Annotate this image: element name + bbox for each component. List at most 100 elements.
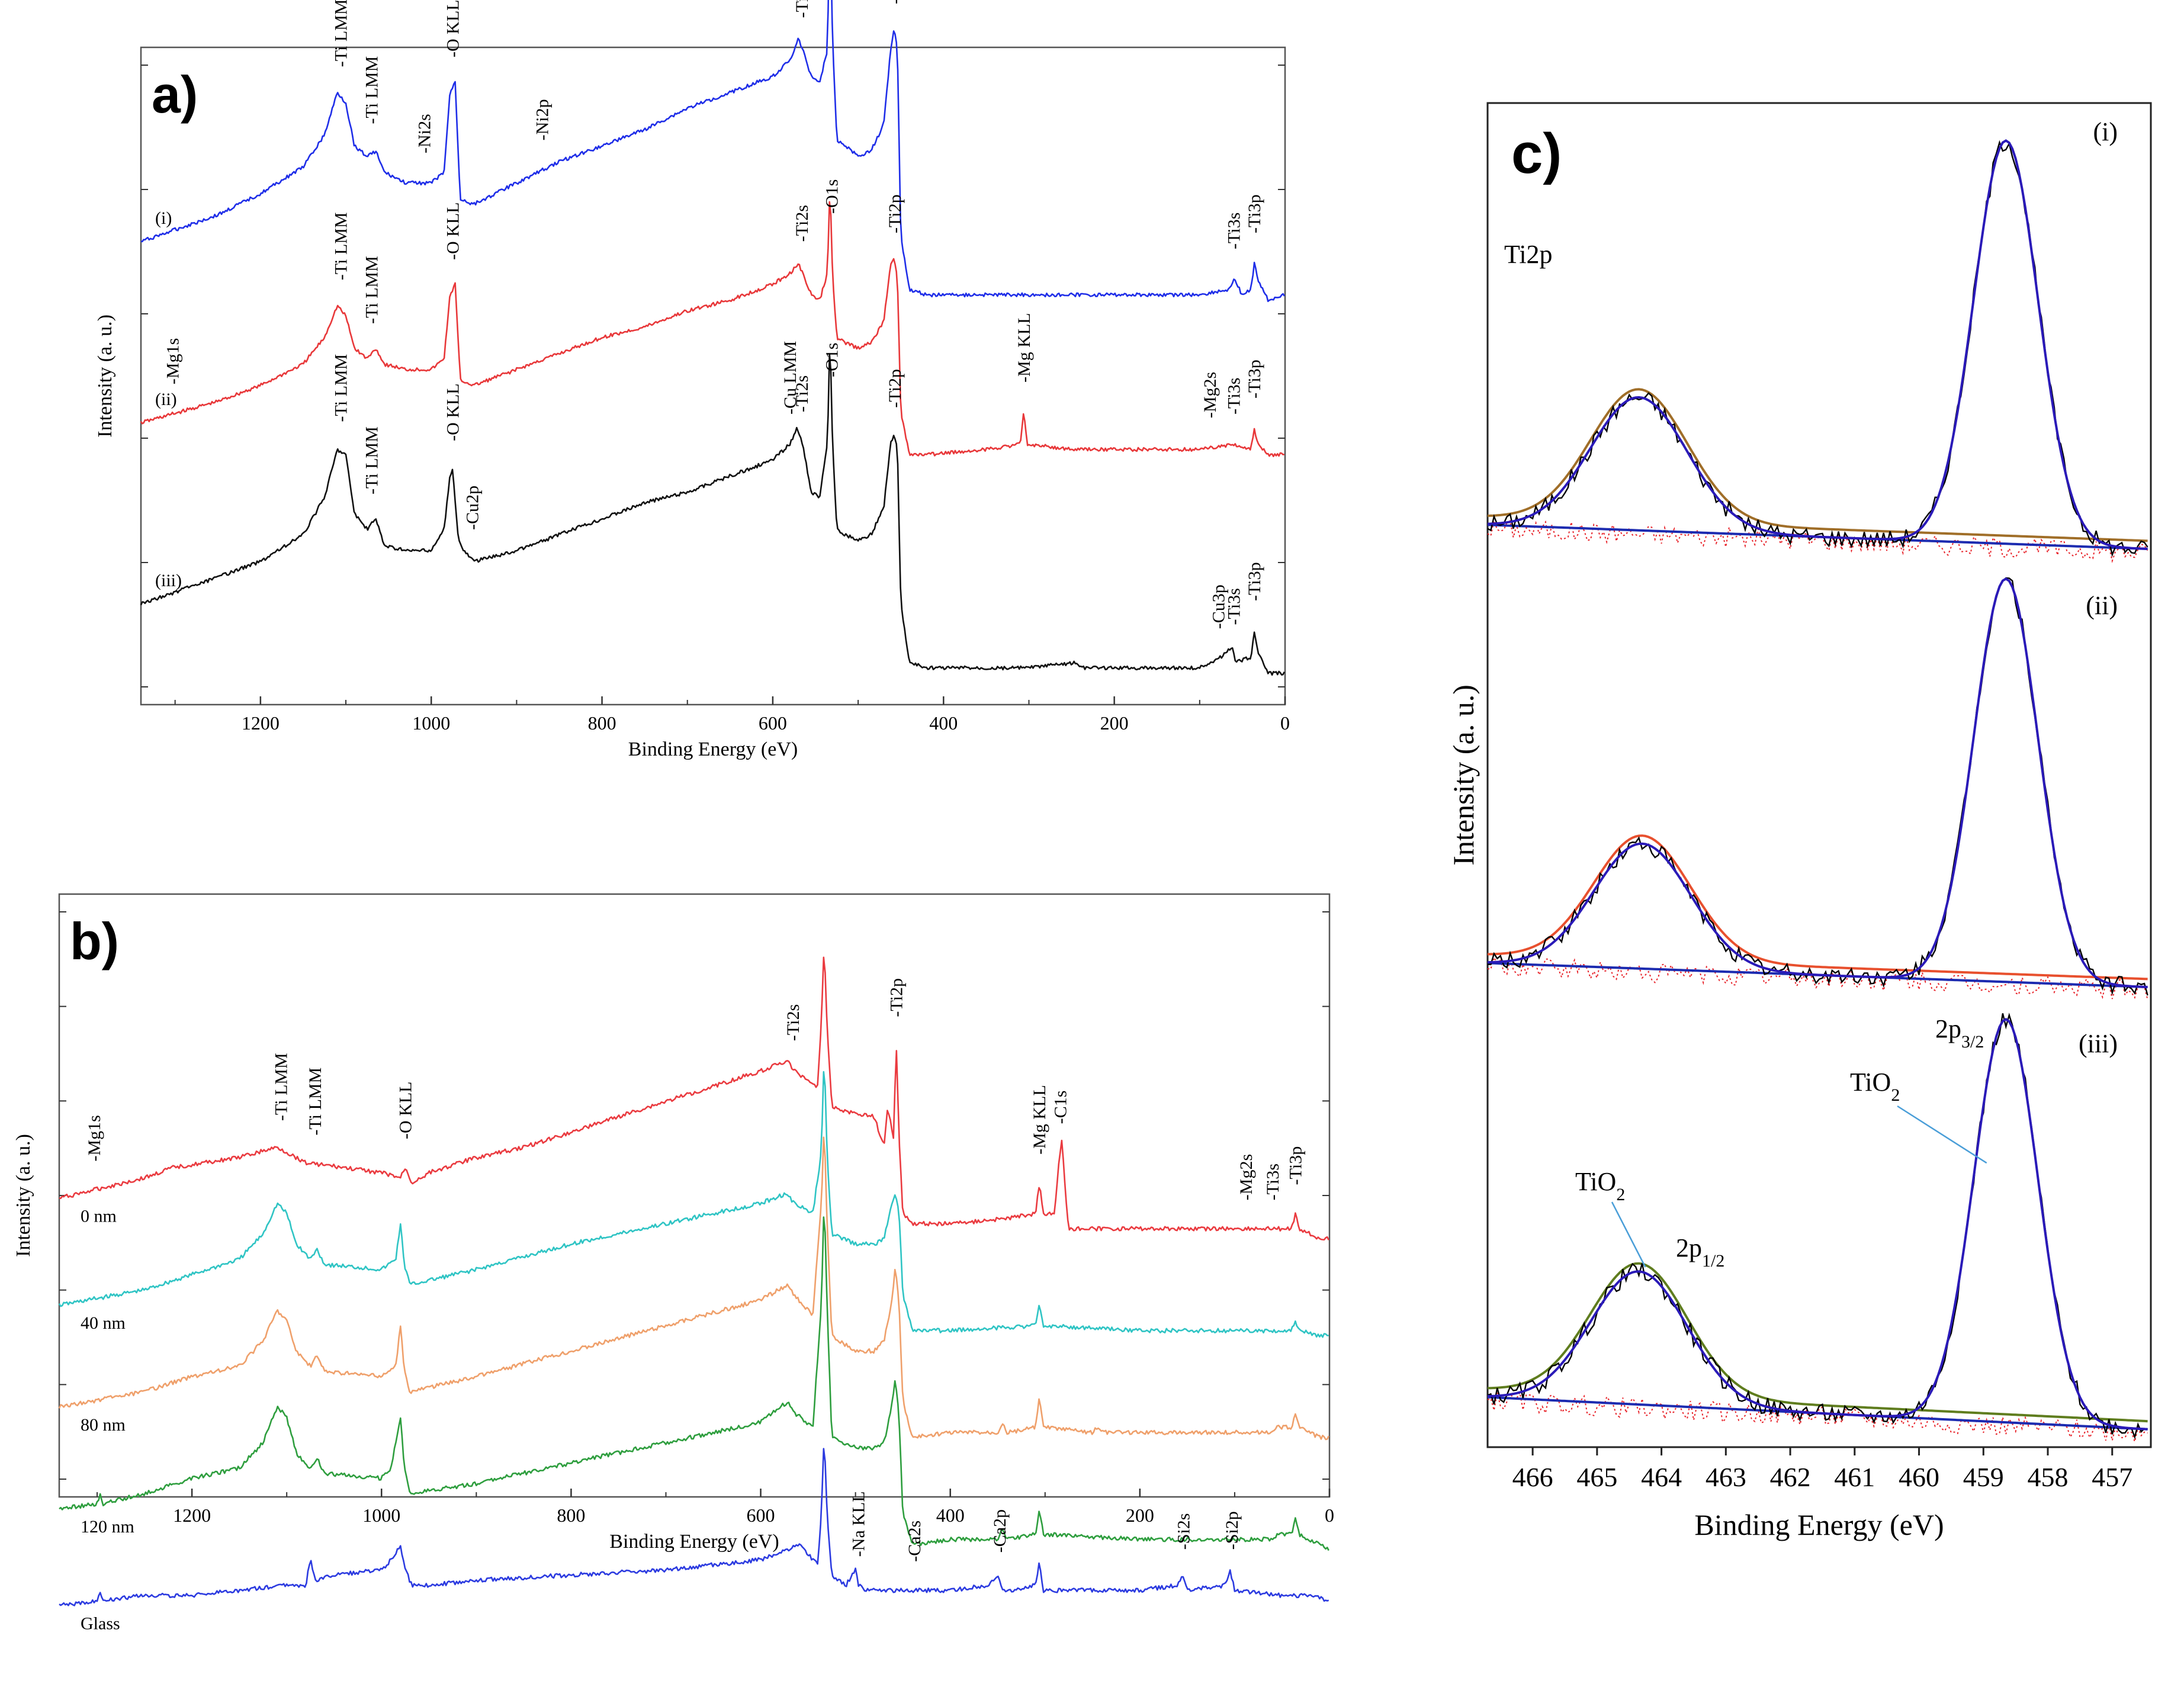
x-axis-label: Binding Energy (eV) <box>1694 1508 1944 1541</box>
envelope-line <box>1487 139 2148 550</box>
residual-line <box>1487 956 2148 1000</box>
series-label: 40 nm <box>81 1313 126 1333</box>
peak-label: -Mg1s <box>163 338 182 384</box>
peak-label: -Si2p <box>1222 1511 1242 1550</box>
x-axis-label: Binding Energy (eV) <box>609 1531 779 1553</box>
x-tick-label: 600 <box>759 712 787 734</box>
x-tick-label: 462 <box>1770 1462 1811 1492</box>
y-axis-label: Intensity (a. u.) <box>94 314 116 438</box>
x-tick-label: 459 <box>1963 1462 2004 1492</box>
peak-label: -Mg KLL <box>1030 1085 1049 1154</box>
x-axis-label: Binding Energy (eV) <box>628 738 798 760</box>
annotation-tio2-right: TiO2 <box>1850 1068 1900 1105</box>
callout-line <box>1611 1201 1646 1268</box>
callout-line <box>1897 1105 1987 1164</box>
series-line-80nm <box>58 1136 1329 1441</box>
y-axis-label: Intensity (a. u.) <box>1447 684 1480 865</box>
peak-label: -Ti LMM <box>331 212 351 280</box>
peak-label: -Ti LMM <box>306 1068 325 1136</box>
series-label: 80 nm <box>81 1415 126 1435</box>
x-tick-label: 1000 <box>412 712 450 734</box>
peak-label: -Ti3p <box>1245 359 1264 398</box>
envelope-line <box>1487 1017 2148 1431</box>
peak-label: -Ti3s <box>1225 378 1244 414</box>
x-tick-label: 461 <box>1834 1462 1875 1492</box>
series-line-Glass <box>59 1448 1329 1606</box>
peak-label: -O KLL <box>443 384 463 441</box>
series-label: Glass <box>81 1614 120 1634</box>
x-tick-label: 1200 <box>173 1505 211 1526</box>
peak-label: -Mg2s <box>1236 1154 1256 1200</box>
peak-label: -Cu2p <box>463 486 482 530</box>
spectrum-label: (ii) <box>2086 591 2118 620</box>
series-label: (i) <box>155 208 172 228</box>
series-line-120nm <box>59 1216 1329 1551</box>
peak-label: -Ti LMM <box>362 256 381 324</box>
peak-label: -Ti2p <box>887 978 907 1017</box>
peak-label: -Ca2s <box>905 1521 924 1562</box>
x-tick-label: 200 <box>1100 712 1129 734</box>
peak-label: -Si2s <box>1174 1513 1194 1550</box>
x-tick-label: 465 <box>1576 1462 1617 1492</box>
raw-data-line <box>1487 140 2148 557</box>
x-tick-label: 400 <box>936 1505 965 1526</box>
x-tick-label: 1200 <box>242 712 280 734</box>
peak-label: -Ti2s <box>783 1004 803 1041</box>
x-tick-label: 463 <box>1706 1462 1746 1492</box>
peak-label: -Ni2p <box>533 99 553 140</box>
x-tick-label: 466 <box>1512 1462 1553 1492</box>
peak-label: -Mg KLL <box>1014 313 1034 383</box>
x-tick-label: 0 <box>1325 1505 1334 1526</box>
annotation-2p32: 2p3/2 <box>1935 1014 1984 1052</box>
plot-frame <box>58 893 1331 1498</box>
peak-label: -Ti LMM <box>331 354 351 422</box>
peak-label: -O1s <box>822 179 842 214</box>
series-line-40nm <box>58 1071 1329 1338</box>
y-axis-label: Intensity (a. u.) <box>12 1134 34 1257</box>
peak-label: -Ti2s <box>792 375 812 412</box>
peak-label: -Ti LMM <box>362 56 381 124</box>
x-tick-label: 457 <box>2092 1462 2132 1492</box>
plot-frame <box>1486 102 2152 1448</box>
x-tick-label: 1000 <box>362 1505 400 1526</box>
series-line-0nm <box>59 956 1329 1240</box>
x-tick-label: 400 <box>929 712 958 734</box>
peak-label: -Ti2p <box>885 0 905 4</box>
peak-label: -Na KLL <box>849 1491 868 1557</box>
raw-data-line <box>1487 1013 2148 1440</box>
raw-data-line <box>1487 577 2148 996</box>
series-line-ii <box>140 201 1284 458</box>
peak-label: -Cu LMM <box>781 341 800 414</box>
peak-label: -Ca2p <box>990 1509 1010 1553</box>
annotation-2p12: 2p1/2 <box>1676 1233 1724 1271</box>
series-label: 120 nm <box>81 1517 134 1537</box>
series-line-i <box>140 0 1285 303</box>
peak-label: -Ti3s <box>1225 213 1244 249</box>
peak-label: -Mg1s <box>85 1115 104 1161</box>
series-label: (iii) <box>155 571 182 590</box>
peak-label: -Ti2s <box>792 0 812 18</box>
peak-label: -Ti LMM <box>331 0 351 67</box>
peak-label: -Mg2s <box>1200 372 1220 418</box>
panel-label: b) <box>70 912 119 970</box>
spectrum-label: (i) <box>2093 117 2118 146</box>
residual-line <box>1487 518 2148 564</box>
panel-label: c) <box>1511 122 1562 185</box>
series-label: (ii) <box>155 390 177 409</box>
panel-c: 466 465 464 463 462 461 460 459 458 457 Binding En… <box>1447 102 2152 1541</box>
panel-label: a) <box>152 65 198 124</box>
panel-b: 1200 1000 800 600 400 200 0 Binding Energy (eV)… <box>12 893 1334 1634</box>
chart-title: Ti2p <box>1504 240 1553 269</box>
x-tick-label: 460 <box>1899 1462 1939 1492</box>
peak-label: -Ti LMM <box>362 426 381 494</box>
peak-label: -Ti2s <box>792 205 812 242</box>
plot-frame <box>140 46 1286 706</box>
x-tick-label: 200 <box>1126 1505 1154 1526</box>
x-tick-label: 458 <box>2028 1462 2069 1492</box>
peak-label: -Cu3p <box>1209 584 1229 629</box>
peak-label: -O KLL <box>443 203 463 260</box>
x-tick-label: 800 <box>588 712 616 734</box>
peak-label: -Ti LMM <box>272 1053 291 1121</box>
series-line-iii <box>140 353 1285 676</box>
